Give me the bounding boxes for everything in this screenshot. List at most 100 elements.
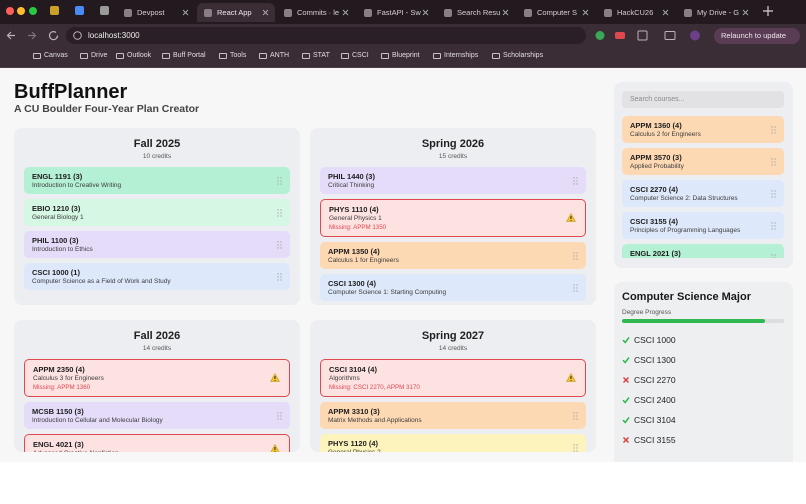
tab-close[interactable] <box>582 9 589 16</box>
course-code: PHYS 1110 (4) <box>329 205 379 214</box>
handle-dot <box>277 417 279 420</box>
browser-tab[interactable]: Search Resu <box>437 3 515 22</box>
bookmark[interactable]: Buff Portal <box>162 52 206 59</box>
course-card[interactable]: MCSB 1150 (3) Introduction to Cellular an… <box>24 402 290 429</box>
browser-tab[interactable]: Computer S <box>517 3 595 22</box>
tab-close[interactable] <box>182 9 189 16</box>
course-card[interactable]: EBIO 1210 (3) General Biology 1 <box>24 199 290 226</box>
drag-handle[interactable] <box>573 443 578 452</box>
bookmark[interactable]: Internships <box>433 52 478 59</box>
tab-close[interactable] <box>422 9 429 16</box>
nav-buttons[interactable] <box>6 29 66 42</box>
drag-handle[interactable] <box>771 157 776 166</box>
course-name: Applied Probability <box>630 163 684 170</box>
course-card[interactable]: PHIL 1440 (3) Critical Thinking <box>320 167 586 194</box>
tab-close[interactable] <box>662 9 669 16</box>
course-card[interactable]: PHIL 1100 (3) Introduction to Ethics <box>24 231 290 258</box>
course-card[interactable]: ENGL 1191 (3) Introduction to Creative Wr… <box>24 167 290 194</box>
course-code: MCSB 1150 (3) <box>32 407 84 416</box>
bookmark[interactable]: Tools <box>219 52 246 59</box>
tab-icon <box>284 9 292 17</box>
course-card[interactable]: CSCI 3104 (4) Algorithms Missing: CSCI 227… <box>320 359 586 397</box>
requirement: CSCI 1000 <box>622 335 676 345</box>
handle-dot <box>774 128 776 131</box>
relaunch-button[interactable]: Relaunch to update <box>714 28 800 44</box>
bookmark[interactable]: ANTH <box>259 52 289 59</box>
bookmark[interactable]: Drive <box>80 52 107 59</box>
course-name: Principles of Programming Languages <box>630 227 741 234</box>
course-card[interactable]: CSCI 2270 (4) Computer Science 2: Data St… <box>622 180 784 207</box>
semester-panel: Spring 2026 15 credits PHIL 1440 (3) Critic… <box>310 128 596 305</box>
address-bar[interactable]: localhost:3000 <box>66 27 586 44</box>
handle-dot <box>280 411 282 414</box>
bookmark[interactable]: Blueprint <box>381 52 420 59</box>
requirement: CSCI 2400 <box>622 395 676 405</box>
course-card[interactable]: ENGL 2021 (3)Introduction to Creative No… <box>622 244 784 258</box>
tab-close[interactable] <box>262 9 269 16</box>
semester-credits: 14 credits <box>438 345 468 352</box>
course-card[interactable]: PHYS 1120 (4)General Physics 2 <box>320 434 586 452</box>
drag-handle[interactable] <box>771 125 776 134</box>
course-card[interactable]: CSCI 1000 (1) Computer Science as a Field… <box>24 263 290 290</box>
course-card[interactable]: CSCI 1300 (4) Computer Science 1: Startin… <box>320 274 586 301</box>
bookmark[interactable]: STAT <box>302 52 330 59</box>
tab-bar: Devpost React App Commits · le FastAPI - Sw… <box>0 0 806 24</box>
browser-tab[interactable]: Devpost <box>117 3 195 22</box>
course-card[interactable]: PHYS 1110 (4) General Physics 1 Missing: A… <box>320 199 586 237</box>
app: BuffPlanner A CU Boulder Four-Year Plan … <box>0 68 806 462</box>
drag-handle[interactable] <box>771 189 776 198</box>
close-icon <box>342 9 349 16</box>
bookmark[interactable]: Scholarships <box>492 52 543 59</box>
course-card[interactable]: APPM 2350 (4) Calculus 3 for Engineers Mis… <box>24 359 290 397</box>
tab-close[interactable] <box>342 9 349 16</box>
new-tab-button[interactable] <box>762 5 774 17</box>
course-name: Introduction to Cellular and Molecular B… <box>32 417 163 424</box>
drag-handle[interactable] <box>573 251 578 260</box>
search-input[interactable]: Search courses... <box>622 91 784 108</box>
handle-dot <box>771 227 773 230</box>
drag-handle[interactable] <box>771 253 776 259</box>
drag-handle[interactable] <box>277 411 282 420</box>
semester-panel: Fall 2026 14 credits APPM 2350 (4) Calculus… <box>14 320 300 452</box>
tab-close[interactable] <box>742 9 749 16</box>
handle-dot <box>576 179 578 182</box>
drag-handle[interactable] <box>277 272 282 281</box>
extension-icons[interactable] <box>594 29 704 42</box>
course-card[interactable]: APPM 1360 (4) Calculus 2 for Engineers <box>622 116 784 143</box>
drag-handle[interactable] <box>277 176 282 185</box>
semester-courses: CSCI 3104 (4) Algorithms Missing: CSCI 227… <box>320 359 586 452</box>
handle-dot <box>576 251 578 254</box>
check-icon <box>622 357 630 364</box>
handle-dot <box>277 272 279 275</box>
course-card[interactable]: APPM 3310 (3) Matrix Methods and Applicat… <box>320 402 586 429</box>
requirement: CSCI 1300 <box>622 355 676 365</box>
browser-tab[interactable]: React App <box>197 3 275 22</box>
handle-dot <box>774 157 776 160</box>
course-card[interactable]: APPM 1350 (4) Calculus 1 for Engineers <box>320 242 586 269</box>
course-card[interactable]: APPM 3570 (3) Applied Probability <box>622 148 784 175</box>
drag-handle[interactable] <box>277 240 282 249</box>
course-name: Computer Science 1: Starting Computing <box>328 289 447 296</box>
tab-close[interactable] <box>502 9 509 16</box>
browser-tab[interactable]: Commits · le <box>277 3 355 22</box>
course-code: PHIL 1440 (3) <box>328 172 375 181</box>
browser-tab[interactable]: My Drive - G <box>677 3 755 22</box>
drag-handle[interactable] <box>277 208 282 217</box>
drag-handle[interactable] <box>573 283 578 292</box>
handle-dot <box>280 214 282 217</box>
course-code: CSCI 2270 (4) <box>630 185 678 194</box>
course-card[interactable]: ENGL 4021 (3)Advanced Creative Nonfictio… <box>24 434 290 452</box>
browser-tab[interactable]: HackCU26 <box>597 3 675 22</box>
bookmark[interactable]: Outlook <box>116 52 151 59</box>
course-code: PHYS 1120 (4) <box>328 439 379 448</box>
browser-tab[interactable]: FastAPI - Sw <box>357 3 435 22</box>
bookmark[interactable]: CSCI <box>341 52 369 59</box>
course-name: Matrix Methods and Applications <box>328 417 422 424</box>
app-title: BuffPlanner <box>14 81 128 103</box>
drag-handle[interactable] <box>573 176 578 185</box>
drag-handle[interactable] <box>573 411 578 420</box>
course-card[interactable]: CSCI 3155 (4) Principles of Programming L… <box>622 212 784 239</box>
bookmark[interactable]: Canvas <box>33 52 68 59</box>
drag-handle[interactable] <box>771 221 776 230</box>
